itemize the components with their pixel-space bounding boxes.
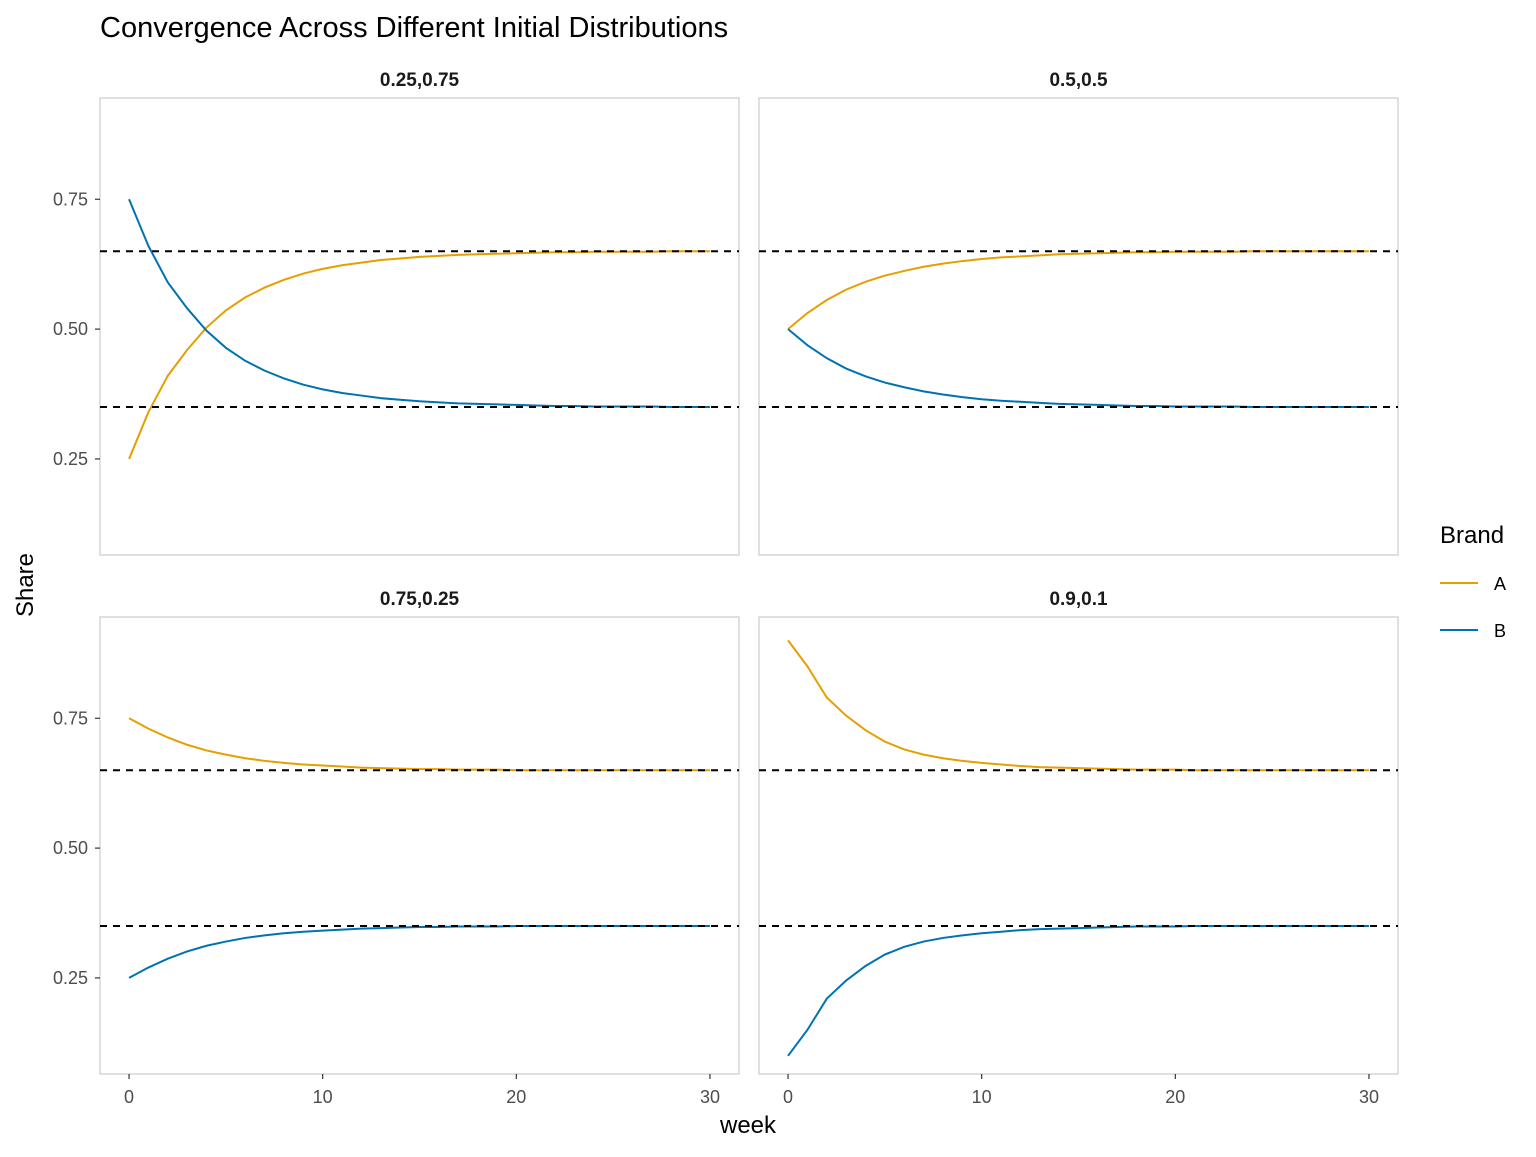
facet-strip-label: 0.75,0.25	[380, 589, 460, 610]
x-tick-label: 0	[124, 1087, 134, 1107]
facet-panels: 0.25,0.75 0.25 0.50 0.75 0.5,0.5 0.75,0.25 0.2…	[53, 70, 1399, 1107]
x-tick-label: 0	[783, 1087, 793, 1107]
series-line-a	[787, 250, 1369, 330]
y-tick-label: 0.75	[53, 189, 88, 209]
x-tick-label: 10	[972, 1087, 992, 1107]
legend: Brand A B	[1440, 522, 1506, 641]
series-line-b	[787, 924, 1369, 1057]
legend-item-a: A	[1440, 574, 1506, 594]
facet-panel: 0.25,0.75 0.25 0.50 0.75	[53, 70, 740, 556]
legend-label: B	[1494, 621, 1506, 641]
y-tick-label: 0.25	[53, 968, 88, 988]
chart-title: Convergence Across Different Initial Dis…	[100, 12, 728, 44]
facet-strip-label: 0.25,0.75	[380, 70, 460, 91]
x-tick-label: 20	[1165, 1087, 1185, 1107]
series-line-a	[787, 639, 1369, 772]
panel-border	[99, 616, 740, 1075]
x-tick-label: 30	[700, 1087, 720, 1107]
panel-border	[99, 97, 740, 556]
facet-panel: 0.75,0.25 0.25 0.50 0.75 0 10 20 30	[53, 589, 740, 1107]
y-tick-label: 0.50	[53, 319, 88, 339]
facet-panel: 0.5,0.5	[758, 70, 1399, 556]
x-tick-label: 10	[313, 1087, 333, 1107]
facet-strip-label: 0.9,0.1	[1049, 589, 1108, 610]
series-line-a	[128, 717, 710, 772]
x-tick-label: 20	[506, 1087, 526, 1107]
x-tick-label: 30	[1359, 1087, 1379, 1107]
legend-label: A	[1494, 574, 1506, 594]
panel-border	[758, 616, 1399, 1075]
facet-strip-label: 0.5,0.5	[1049, 70, 1108, 91]
y-tick-label: 0.50	[53, 838, 88, 858]
legend-item-b: B	[1440, 621, 1506, 641]
y-tick-label: 0.75	[53, 708, 88, 728]
series-line-a	[128, 250, 710, 460]
y-axis-title: Share	[12, 553, 39, 617]
x-axis-title: week	[719, 1112, 777, 1139]
y-tick-label: 0.25	[53, 449, 88, 469]
facet-panel: 0.9,0.1 0 10 20 30	[758, 589, 1399, 1107]
series-line-b	[128, 924, 710, 979]
legend-title: Brand	[1440, 522, 1504, 549]
series-line-b	[787, 328, 1369, 408]
series-line-b	[128, 198, 710, 408]
panel-border	[758, 97, 1399, 556]
